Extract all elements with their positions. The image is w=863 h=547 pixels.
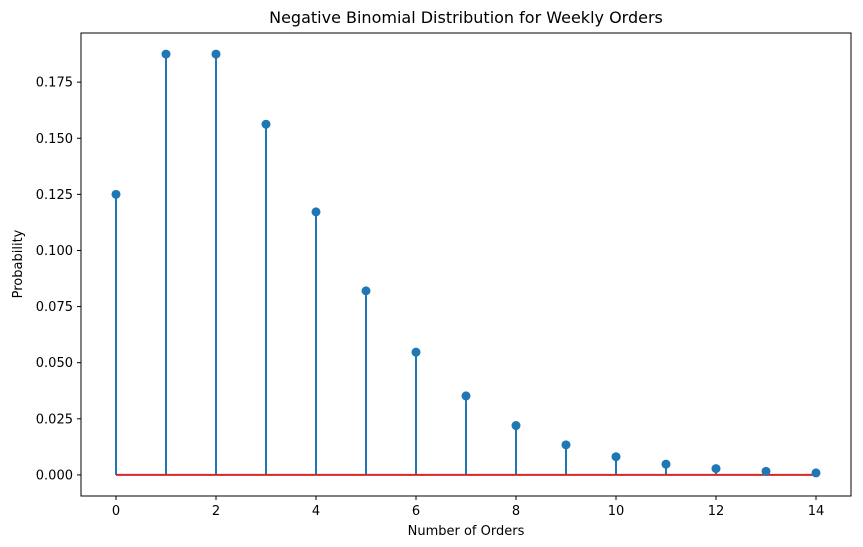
- stem-marker: [461, 391, 471, 401]
- stem-marker: [711, 464, 721, 474]
- stem-markers: [111, 49, 821, 478]
- stem-marker: [611, 452, 621, 462]
- x-axis-ticks: 0 2 4 6 8 10 12 14: [112, 496, 824, 519]
- plot-frame: [80, 32, 852, 497]
- stem-marker: [811, 468, 821, 478]
- y-tick-label: 0.150: [36, 132, 73, 147]
- stem-marker: [511, 421, 521, 431]
- y-axis-label: Probability: [11, 229, 26, 298]
- stem-marker: [161, 49, 171, 59]
- y-axis-ticks: 0.000 0.025 0.050 0.075 0.100 0.125 0.150 0.175: [36, 76, 81, 483]
- chart-title: Negative Binomial Distribution for Weekl…: [269, 8, 663, 27]
- stem-lines: [115, 54, 817, 475]
- y-tick-label: 0.175: [36, 76, 73, 91]
- stem-marker: [411, 347, 421, 357]
- x-tick-label: 14: [808, 504, 825, 519]
- stem-marker: [261, 119, 271, 129]
- stem-marker: [661, 459, 671, 469]
- x-tick-label: 10: [608, 504, 625, 519]
- stem-marker: [361, 286, 371, 296]
- x-tick-label: 8: [512, 504, 520, 519]
- y-tick-label: 0.075: [36, 300, 73, 315]
- stem-marker: [761, 466, 771, 476]
- y-tick-label: 0.125: [36, 188, 73, 203]
- x-axis-label: Number of Orders: [408, 524, 525, 539]
- stem-marker: [211, 49, 221, 59]
- stem-marker: [561, 440, 571, 450]
- stem-marker: [311, 207, 321, 217]
- y-tick-label: 0.050: [36, 356, 73, 371]
- x-tick-label: 0: [112, 504, 120, 519]
- x-tick-label: 2: [212, 504, 220, 519]
- y-tick-label: 0.100: [36, 244, 73, 259]
- y-tick-label: 0.000: [36, 468, 73, 483]
- y-tick-label: 0.025: [36, 412, 73, 427]
- x-tick-label: 6: [412, 504, 420, 519]
- stem-marker: [111, 189, 121, 199]
- x-tick-label: 12: [708, 504, 725, 519]
- x-tick-label: 4: [312, 504, 320, 519]
